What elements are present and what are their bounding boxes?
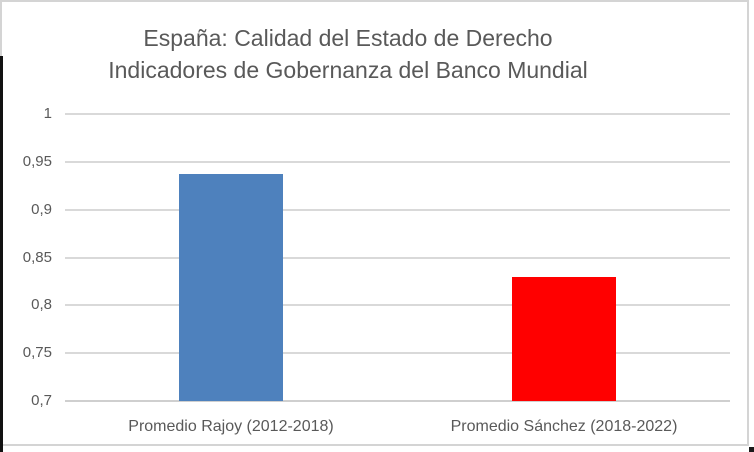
bar-rajoy (179, 174, 284, 401)
bar-sanchez (511, 276, 616, 401)
gridline (65, 208, 730, 211)
window-corner-mark (749, 447, 754, 452)
gridline (65, 160, 730, 163)
y-tick-label: 1 (43, 105, 52, 122)
chart-title-line2: Indicadores de Gobernanza del Banco Mund… (108, 57, 588, 83)
y-tick-label: 0,7 (31, 392, 52, 409)
gridline (65, 352, 730, 355)
x-category-label-sanchez: Promedio Sánchez (2018-2022) (450, 418, 678, 435)
x-category-label-rajoy: Promedio Rajoy (2012-2018) (128, 418, 334, 435)
gridline (65, 256, 730, 259)
y-tick-label: 0,85 (22, 248, 52, 266)
x-axis-baseline (65, 400, 730, 402)
y-tick-label: 0,95 (22, 152, 52, 170)
window-left-edge (0, 56, 3, 452)
y-tick-label: 0,75 (22, 344, 52, 362)
chart-title-line1: España: Calidad del Estado de Derecho (143, 25, 553, 51)
gridline (65, 304, 730, 307)
y-tick-label: 0,9 (31, 200, 52, 218)
gridline (65, 113, 730, 115)
plot-area (65, 113, 730, 402)
chart-title: España: Calidad del Estado de Derecho In… (0, 22, 696, 86)
y-tick-label: 0,8 (31, 296, 52, 314)
x-axis-labels: Promedio Rajoy (2012-2018) Promedio Sánc… (65, 417, 730, 439)
